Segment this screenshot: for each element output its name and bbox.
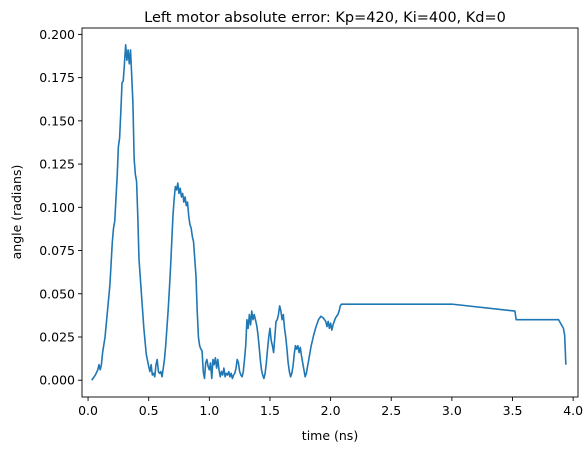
x-tick-label: 1.0 xyxy=(199,403,219,418)
x-tick-label: 0.0 xyxy=(78,403,98,418)
x-tick-label: 2.5 xyxy=(381,403,401,418)
y-tick-label: 0.000 xyxy=(39,373,75,388)
chart-title: Left motor absolute error: Kp=420, Ki=40… xyxy=(144,10,506,26)
x-tick-label: 1.5 xyxy=(260,403,280,418)
x-axis: 0.0 0.5 1.0 1.5 2.0 2.5 3.0 3.5 4.0 xyxy=(78,397,583,418)
y-axis: 0.000 0.025 0.050 0.075 0.100 0.125 0.150 0.175… xyxy=(39,27,82,388)
y-tick-label: 0.050 xyxy=(39,286,75,301)
axes-frame xyxy=(81,27,579,398)
y-tick-label: 0.175 xyxy=(39,70,75,85)
x-axis-title: time (ns) xyxy=(302,428,358,443)
x-tick-label: 0.5 xyxy=(139,403,159,418)
y-tick-label: 0.075 xyxy=(39,243,75,258)
y-tick-label: 0.150 xyxy=(39,113,75,128)
x-tick-label: 3.0 xyxy=(442,403,462,418)
y-tick-label: 0.125 xyxy=(39,157,75,172)
x-tick-label: 4.0 xyxy=(563,403,583,418)
y-tick-label: 0.100 xyxy=(39,200,75,215)
x-tick-label: 2.0 xyxy=(321,403,341,418)
y-tick-label: 0.200 xyxy=(39,27,75,42)
series-line xyxy=(91,43,567,381)
y-axis-title: angle (radians) xyxy=(9,165,24,260)
y-tick-label: 0.025 xyxy=(39,329,75,344)
x-tick-label: 3.5 xyxy=(503,403,523,418)
